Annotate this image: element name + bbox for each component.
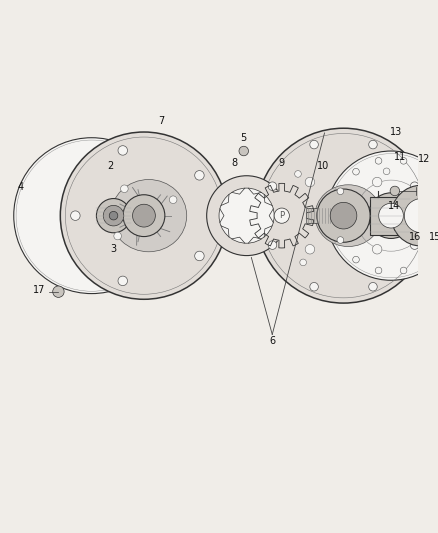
Circle shape [300,259,307,266]
Circle shape [426,201,438,230]
Circle shape [268,241,277,249]
Circle shape [332,212,338,219]
Circle shape [353,256,359,263]
Circle shape [410,241,419,249]
Circle shape [410,182,419,190]
Text: 4: 4 [18,182,24,192]
Circle shape [330,203,357,229]
Text: 6: 6 [269,336,276,346]
Circle shape [120,185,128,192]
Text: 8: 8 [231,158,237,168]
Text: 9: 9 [279,158,285,168]
Circle shape [369,140,377,149]
Circle shape [317,189,370,243]
Circle shape [375,267,382,274]
Circle shape [400,158,407,164]
Circle shape [337,237,344,244]
Text: 15: 15 [428,231,438,241]
Ellipse shape [111,180,187,252]
Circle shape [96,199,131,233]
Bar [410,204,434,227]
Circle shape [118,146,127,155]
Circle shape [118,276,127,286]
Circle shape [369,282,377,291]
Bar [370,197,410,235]
Circle shape [305,245,314,254]
Circle shape [14,138,170,294]
Circle shape [414,189,438,243]
Circle shape [353,168,359,175]
Circle shape [368,193,414,238]
Circle shape [133,204,155,227]
Circle shape [423,168,429,175]
Text: 11: 11 [395,152,406,161]
Circle shape [375,158,382,164]
Circle shape [372,177,382,187]
Text: 2: 2 [108,161,114,171]
Circle shape [109,212,118,220]
Circle shape [372,245,382,254]
Circle shape [207,176,286,255]
Circle shape [400,267,407,274]
Circle shape [60,132,228,300]
Circle shape [194,251,204,261]
Circle shape [423,256,429,263]
Text: 17: 17 [33,285,46,295]
Circle shape [194,171,204,180]
Text: 13: 13 [390,127,402,137]
Text: P: P [279,211,284,220]
Circle shape [295,171,301,177]
Circle shape [170,196,177,204]
Circle shape [391,185,438,246]
Polygon shape [250,183,314,248]
Circle shape [239,146,248,156]
Circle shape [82,206,101,225]
Circle shape [310,282,318,291]
Text: 7: 7 [158,116,164,126]
Circle shape [71,211,80,221]
Circle shape [390,186,399,196]
Ellipse shape [315,185,381,247]
Text: 16: 16 [409,231,421,241]
Circle shape [337,188,344,195]
Circle shape [123,195,165,237]
Circle shape [256,128,431,303]
Circle shape [326,151,438,280]
Text: 10: 10 [317,161,329,171]
Circle shape [219,188,274,243]
Circle shape [379,203,403,228]
Circle shape [268,182,277,190]
Circle shape [310,140,318,149]
Bar [306,208,339,223]
Circle shape [404,199,438,233]
Circle shape [53,286,64,297]
Text: 3: 3 [110,244,117,254]
Circle shape [103,205,124,226]
Text: 5: 5 [240,133,247,143]
Text: 14: 14 [388,201,400,211]
Circle shape [114,232,121,240]
Circle shape [274,208,290,223]
Circle shape [383,168,390,175]
Text: 12: 12 [418,154,431,164]
Circle shape [305,177,314,187]
